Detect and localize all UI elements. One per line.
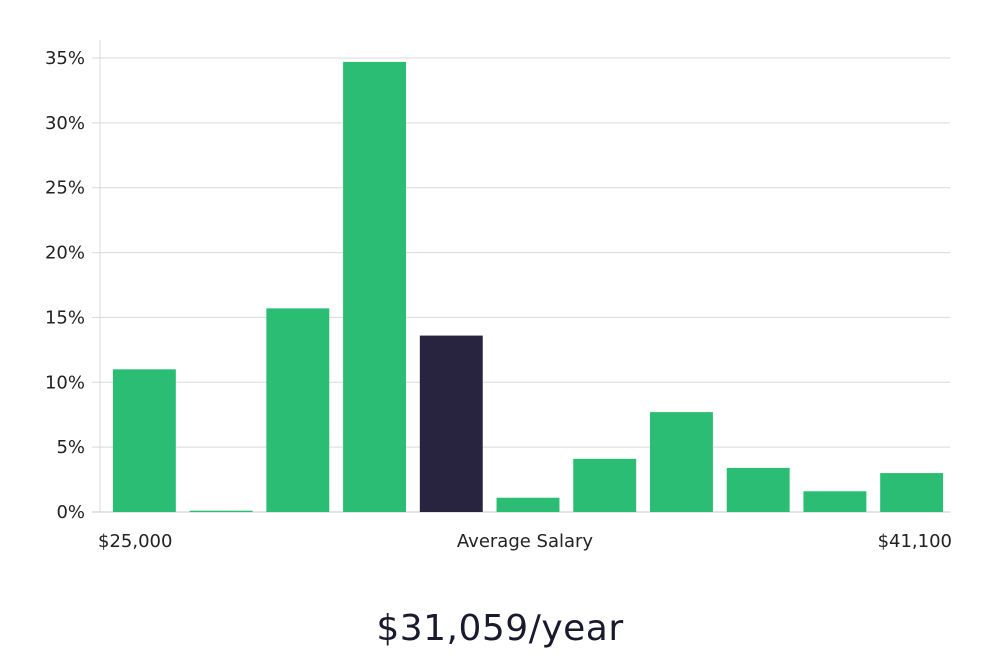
y-axis: 0% 5% 10% 15% 20% 25% 30% 35% <box>45 40 101 523</box>
average-salary-value: $31,059/year <box>376 608 624 649</box>
y-tick-label: 5% <box>56 437 85 458</box>
x-min-label: $25,000 <box>98 531 172 552</box>
bar <box>343 61 407 513</box>
x-max-label: $41,100 <box>878 531 952 552</box>
y-tick-label: 25% <box>45 178 85 199</box>
bar <box>803 491 867 512</box>
y-tick-label: 0% <box>56 502 85 523</box>
bar-highlighted <box>419 335 483 512</box>
bar <box>649 412 713 512</box>
bar <box>496 497 560 512</box>
bar <box>112 369 176 512</box>
y-tick-label: 10% <box>45 372 85 393</box>
bars <box>112 61 944 513</box>
grid-lines <box>92 57 950 513</box>
y-tick-label: 15% <box>45 307 85 328</box>
bar <box>189 510 253 512</box>
bar <box>266 308 330 512</box>
y-tick-label: 20% <box>45 243 85 264</box>
bar <box>880 473 944 512</box>
bar <box>573 458 637 512</box>
x-average-label: Average Salary <box>457 531 594 552</box>
salary-distribution-chart: 0% 5% 10% 15% 20% 25% 30% 35% $25,000 Average S… <box>45 40 952 552</box>
y-tick-label: 35% <box>45 48 85 69</box>
bar <box>726 467 790 512</box>
y-tick-label: 30% <box>45 113 85 134</box>
